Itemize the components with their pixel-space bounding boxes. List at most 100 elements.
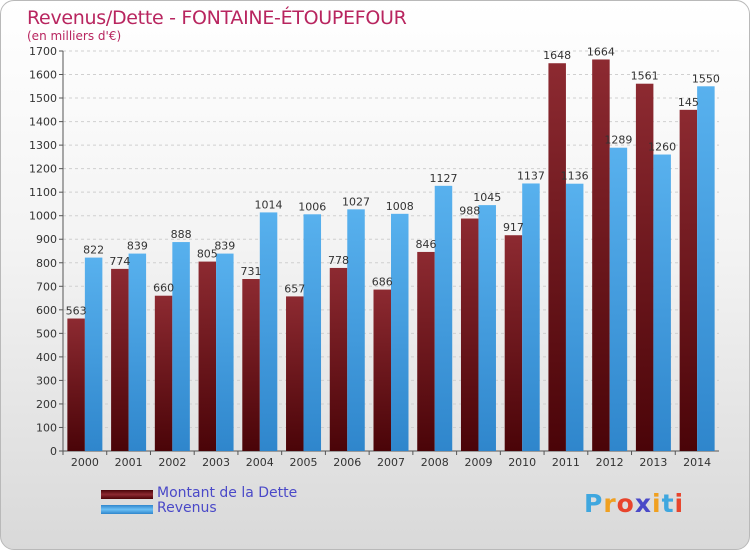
- x-tick-label: 2009: [464, 456, 492, 469]
- y-tick-label: 900: [36, 233, 57, 246]
- data-label: 846: [415, 238, 436, 251]
- data-label: 988: [459, 205, 480, 218]
- logo-letter: P: [584, 489, 604, 518]
- data-label: 1136: [561, 170, 589, 183]
- data-label: 686: [372, 276, 393, 289]
- x-tick-label: 2013: [639, 456, 667, 469]
- bar-dette: [111, 268, 129, 451]
- x-tick-label: 2002: [158, 456, 186, 469]
- y-tick-label: 1200: [29, 163, 57, 176]
- data-label: 1137: [517, 169, 545, 182]
- bar-revenus: [84, 257, 103, 451]
- data-label: 1648: [543, 49, 571, 62]
- bar-revenus: [434, 185, 453, 451]
- y-tick-label: 500: [36, 327, 57, 340]
- logo-letter: x: [634, 489, 652, 518]
- data-label: 1008: [386, 200, 414, 213]
- x-tick-label: 2012: [596, 456, 624, 469]
- bar-revenus: [216, 253, 234, 451]
- bar-revenus: [522, 183, 540, 451]
- data-label: 1045: [473, 191, 501, 204]
- y-tick-label: 800: [36, 257, 57, 270]
- data-label: 1006: [298, 200, 326, 213]
- legend-label-revenus: Revenus: [157, 500, 217, 516]
- y-tick-label: 100: [36, 421, 57, 434]
- y-tick-label: 1500: [29, 92, 57, 105]
- y-tick-label: 1600: [29, 69, 57, 82]
- logo-letter: i: [652, 489, 662, 518]
- y-tick-label: 700: [36, 280, 57, 293]
- bar-dette: [242, 279, 260, 451]
- data-label: 1561: [631, 70, 659, 83]
- proxiti-logo: Proxiti: [584, 489, 684, 518]
- data-label: 1289: [604, 134, 632, 147]
- y-tick-label: 1100: [29, 186, 57, 199]
- x-tick-label: 2014: [683, 456, 711, 469]
- bar-revenus: [347, 209, 365, 451]
- bar-revenus: [128, 253, 147, 451]
- bar-dette: [329, 267, 348, 451]
- y-tick-label: 300: [36, 374, 57, 387]
- y-tick-label: 1700: [29, 45, 57, 58]
- data-label: 778: [328, 254, 349, 267]
- data-label: 822: [83, 244, 104, 257]
- y-tick-label: 600: [36, 304, 57, 317]
- data-label: 1664: [587, 45, 615, 58]
- data-label: 563: [66, 305, 87, 318]
- y-tick-label: 1000: [29, 210, 57, 223]
- y-tick-label: 1300: [29, 139, 57, 152]
- logo-letter: i: [674, 489, 685, 518]
- bar-dette: [592, 59, 610, 452]
- bar-revenus: [391, 213, 409, 451]
- bar-revenus: [565, 183, 584, 452]
- logo-letter: r: [603, 489, 617, 518]
- bar-dette: [373, 289, 391, 451]
- data-label: 805: [197, 248, 218, 261]
- bar-dette: [679, 109, 698, 451]
- x-tick-label: 2011: [552, 456, 580, 469]
- logo-letter: t: [661, 489, 675, 518]
- bar-dette: [67, 318, 85, 451]
- data-label: 888: [171, 228, 192, 241]
- data-label: 774: [109, 255, 130, 268]
- data-label: 731: [241, 265, 262, 278]
- x-tick-label: 2007: [377, 456, 405, 469]
- legend-swatch-dette: [101, 490, 153, 499]
- data-label: 660: [153, 282, 174, 295]
- chart-title: Revenus/Dette - FONTAINE-ÉTOUPEFOUR: [27, 7, 407, 29]
- bar-revenus: [259, 212, 278, 451]
- bar-dette: [286, 296, 304, 451]
- data-label: 1260: [648, 141, 676, 154]
- bar-dette: [460, 218, 479, 451]
- bar-dette: [198, 261, 217, 451]
- x-tick-label: 2001: [115, 456, 143, 469]
- chart-subtitle: (en milliers d'€): [27, 29, 122, 43]
- data-label: 1550: [692, 72, 720, 85]
- data-label: 917: [503, 221, 524, 234]
- data-label: 1027: [342, 195, 370, 208]
- data-label: 657: [284, 282, 305, 295]
- bar-dette: [548, 63, 566, 452]
- bar-dette: [635, 83, 654, 452]
- legend-label-dette: Montant de la Dette: [157, 485, 298, 501]
- logo-letter: o: [616, 489, 635, 518]
- y-tick-label: 400: [36, 351, 57, 364]
- data-label: 1014: [255, 198, 283, 211]
- x-tick-label: 2008: [421, 456, 449, 469]
- x-tick-label: 2005: [290, 456, 318, 469]
- bar-revenus: [303, 214, 322, 451]
- bar-dette: [417, 251, 435, 451]
- legend-swatch-revenus: [101, 505, 153, 514]
- x-tick-label: 2006: [333, 456, 361, 469]
- y-tick-label: 0: [50, 445, 57, 458]
- x-tick-label: 2004: [246, 456, 274, 469]
- y-tick-label: 1400: [29, 116, 57, 129]
- bar-revenus: [697, 86, 715, 451]
- x-tick-label: 2010: [508, 456, 536, 469]
- bar-revenus: [478, 205, 496, 451]
- x-tick-label: 2003: [202, 456, 230, 469]
- data-label: 1127: [429, 172, 457, 185]
- data-label: 839: [214, 240, 235, 253]
